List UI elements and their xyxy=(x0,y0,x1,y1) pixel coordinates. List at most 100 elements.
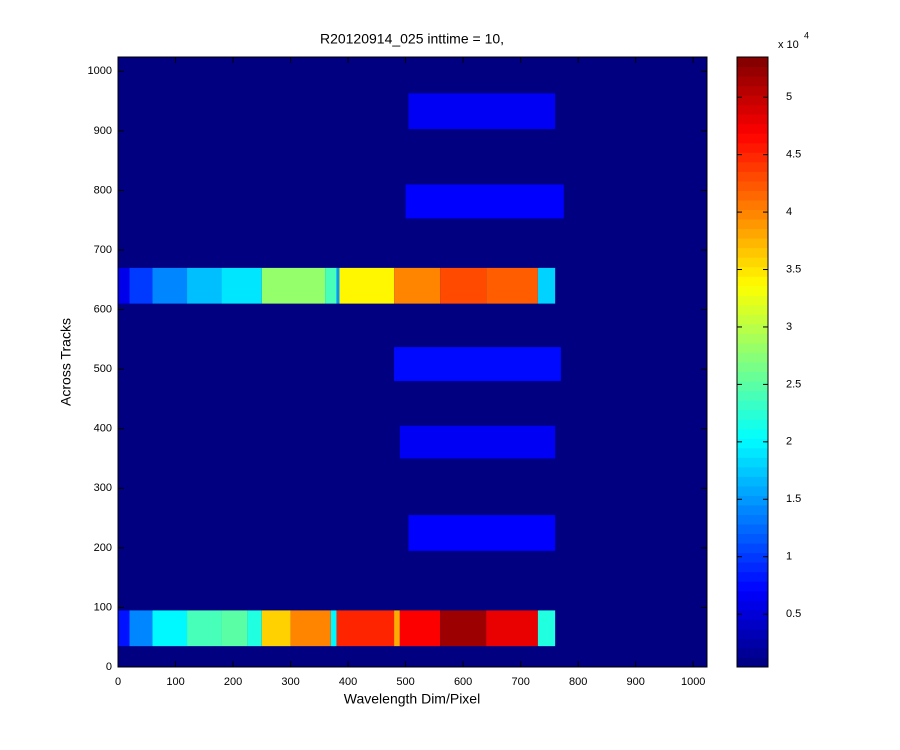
colorbar-swatch xyxy=(737,85,768,96)
colorbar-tick-label: 3.5 xyxy=(786,263,801,275)
y-tick-label: 0 xyxy=(106,661,112,673)
colorbar-tick-label: 2 xyxy=(786,436,792,448)
heatmap-cell xyxy=(152,267,188,304)
colorbar-swatch xyxy=(737,171,768,182)
heatmap-cell xyxy=(339,267,395,304)
colorbar-swatch xyxy=(737,333,768,344)
colorbar-swatch xyxy=(737,514,768,525)
x-tick-label: 400 xyxy=(339,676,357,688)
colorbar-swatch xyxy=(737,266,768,277)
x-axis-label: Wavelength Dim/Pixel xyxy=(344,691,480,707)
colorbar-tick-label: 4.5 xyxy=(786,149,801,161)
colorbar-swatch xyxy=(737,628,768,639)
colorbar-swatch xyxy=(737,95,768,106)
y-tick-label: 700 xyxy=(94,244,112,256)
heatmap-cell xyxy=(537,610,556,647)
x-tick-label: 0 xyxy=(115,676,121,688)
colorbar-swatch xyxy=(737,381,768,392)
x-tick-label: 100 xyxy=(166,676,184,688)
colorbar-swatch xyxy=(737,647,768,658)
colorbar-tick-label: 1.5 xyxy=(786,493,801,505)
colorbar-swatch xyxy=(737,314,768,325)
colorbar-tick-label: 2.5 xyxy=(786,378,801,390)
heatmap-cell xyxy=(261,267,326,304)
colorbar-swatch xyxy=(737,257,768,268)
heatmap-cell xyxy=(486,610,538,647)
colorbar-swatch xyxy=(737,114,768,125)
colorbar-frame xyxy=(736,56,769,668)
colorbar-swatch xyxy=(737,219,768,230)
heatmap-cell xyxy=(408,515,556,551)
colorbar-swatch xyxy=(737,590,768,601)
colorbar-swatch xyxy=(737,371,768,382)
colorbar-swatch xyxy=(737,295,768,306)
y-tick-label: 100 xyxy=(94,601,112,613)
y-tick-label: 300 xyxy=(94,482,112,494)
colorbar-swatch xyxy=(737,447,768,458)
colorbar-tick-label: 5 xyxy=(786,91,792,103)
colorbar-swatch xyxy=(737,533,768,544)
x-tick-label: 500 xyxy=(396,676,414,688)
heatmap-cell xyxy=(399,425,556,459)
x-tick-label: 200 xyxy=(224,676,242,688)
heatmap-cell xyxy=(394,267,441,304)
colorbar-swatch xyxy=(737,581,768,592)
y-tick-label: 800 xyxy=(94,184,112,196)
colorbar-swatch xyxy=(737,209,768,220)
colorbar-swatch xyxy=(737,495,768,506)
colorbar-swatch xyxy=(737,466,768,477)
y-tick-label: 400 xyxy=(94,423,112,435)
heatmap-cell xyxy=(129,610,153,647)
colorbar-tick-label: 4 xyxy=(786,206,792,218)
colorbar-swatch xyxy=(737,285,768,296)
colorbar-swatch xyxy=(737,400,768,411)
y-tick-label: 1000 xyxy=(88,65,112,77)
colorbar-swatch xyxy=(737,390,768,401)
colorbar-swatch xyxy=(737,428,768,439)
heatmap-cell xyxy=(394,347,561,382)
heatmap-cell xyxy=(261,610,291,647)
colorbar-swatch xyxy=(737,609,768,620)
colorbar-swatch xyxy=(737,485,768,496)
colorbar-swatch xyxy=(737,152,768,163)
heatmap-cell xyxy=(330,610,337,647)
colorbar-swatch xyxy=(737,342,768,353)
x-tick-label: 1000 xyxy=(681,676,705,688)
colorbar-exponent: 4 xyxy=(804,30,809,40)
colorbar-swatch xyxy=(737,552,768,563)
colorbar-swatch xyxy=(737,247,768,258)
heatmap-cell xyxy=(408,93,556,130)
plot-frame xyxy=(117,56,708,668)
colorbar-swatch xyxy=(737,199,768,210)
heatmap-cell xyxy=(325,267,337,304)
colorbar-swatch xyxy=(737,457,768,468)
heatmap-cell xyxy=(440,267,487,304)
colorbar-swatch xyxy=(737,133,768,144)
heatmap-cell xyxy=(187,610,222,647)
heatmap-cell xyxy=(221,267,262,304)
x-tick-label: 700 xyxy=(511,676,529,688)
heatmap-cell xyxy=(129,267,153,304)
colorbar-swatch xyxy=(737,304,768,315)
colorbar-swatch xyxy=(737,57,768,68)
colorbar-swatch xyxy=(737,619,768,630)
heatmap-cell xyxy=(486,267,538,304)
colorbar-swatch xyxy=(737,600,768,611)
heatmap-cell xyxy=(152,610,188,647)
colorbar-swatch xyxy=(737,352,768,363)
colorbar-swatch xyxy=(737,419,768,430)
colorbar-swatch xyxy=(737,543,768,554)
heatmap-cell xyxy=(187,267,222,304)
y-tick-label: 200 xyxy=(94,542,112,554)
colorbar-swatch xyxy=(737,571,768,582)
colorbar-swatch xyxy=(737,323,768,334)
chart-title: R20120914_025 inttime = 10, xyxy=(320,31,504,47)
heatmap-cell xyxy=(221,610,248,647)
colorbar-swatch xyxy=(737,409,768,420)
heatmap-cell xyxy=(405,184,564,219)
colorbar-swatch xyxy=(737,524,768,535)
colorbar-swatch xyxy=(737,228,768,239)
colorbar-swatch xyxy=(737,123,768,134)
colorbar-tick-label: 0.5 xyxy=(786,608,801,620)
